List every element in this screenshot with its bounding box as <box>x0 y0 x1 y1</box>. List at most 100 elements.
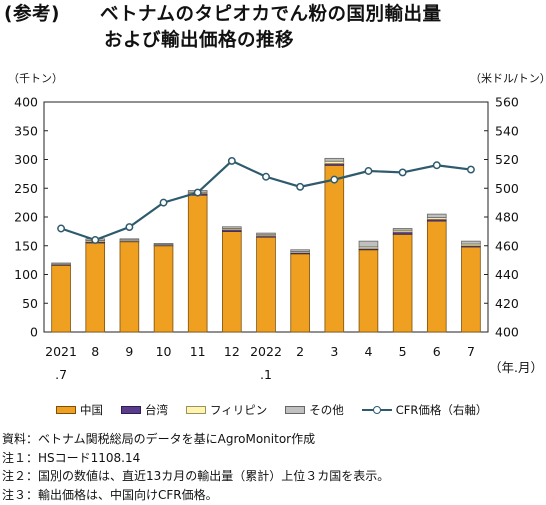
cfr-price-point <box>227 156 236 165</box>
x-tick-label: 7 <box>467 344 475 359</box>
bar-other <box>358 240 379 248</box>
x-tick-label: 8 <box>91 344 99 359</box>
legend-item-other: その他 <box>285 402 344 418</box>
x-tick-label: 2 <box>296 344 304 359</box>
legend-item-cfr: CFR価格（右軸） <box>361 402 488 418</box>
note-2: 注２：国別の数値は、直近13カ月の輸出量（累計）上位３カ国を表示。 <box>2 469 390 483</box>
x-tick-label: 10 <box>156 344 172 359</box>
bar-china <box>290 253 310 333</box>
bar-other <box>392 228 413 231</box>
title-line-2: および輸出価格の推移 <box>104 30 295 51</box>
cfr-price-point <box>398 168 407 177</box>
x-axis-unit-label: （年.月） <box>489 360 543 375</box>
bar-other <box>426 213 447 218</box>
x-tick-label: 2022 <box>250 344 282 359</box>
x-tick-label: 11 <box>190 344 206 359</box>
chart-plot: 0 50 100 150 200 250 300 350 400 400 420 440 460 480 5… <box>14 95 543 383</box>
cfr-price-point <box>364 167 373 175</box>
bar-china <box>222 230 242 333</box>
x-tick-label: 6 <box>433 344 441 359</box>
chart-title: (参考) ベトナムのタピオカでん粉の国別輸出量 および輸出価格の推移 <box>4 2 544 54</box>
x-tick-label: 2021 <box>45 344 77 359</box>
right-axis-unit: （米ドル/トン） <box>470 72 546 85</box>
notes: 資料：ベトナム関税総局のデータを基にAgroMonitor作成 注１：HSコード… <box>2 430 544 504</box>
bar-other <box>153 243 174 245</box>
cfr-price-point <box>466 165 475 174</box>
bar-china <box>51 264 71 333</box>
bar-china <box>461 246 481 333</box>
x-tick-label-sub: .7 <box>55 367 67 382</box>
y-left-tick-label: 350 <box>14 123 38 138</box>
x-tick-label-sub: .1 <box>260 367 272 382</box>
legend-label-cfr: CFR価格（右軸） <box>395 403 488 417</box>
cfr-price-point <box>296 182 305 191</box>
y-left-tick-label: 250 <box>14 181 38 196</box>
title-label: (参考) <box>4 4 60 25</box>
x-tick-label: 12 <box>224 344 240 359</box>
legend-item-taiwan: 台湾 <box>121 402 168 418</box>
y-left-tick-label: 400 <box>14 95 38 110</box>
legend-label-china: 中国 <box>80 403 103 417</box>
legend-label-taiwan: 台湾 <box>145 403 168 417</box>
x-tick-label: 5 <box>399 344 407 359</box>
y-right-tick-label: 540 <box>495 123 519 138</box>
bar-china <box>392 233 413 333</box>
legend-item-philippines: フィリピン <box>186 402 267 418</box>
bar-other <box>290 249 310 252</box>
cfr-price-point <box>125 223 134 232</box>
left-axis-unit: （千トン） <box>8 72 63 85</box>
legend-swatch-china <box>56 406 76 414</box>
x-tick-label: 4 <box>364 344 372 359</box>
bar-other <box>51 262 71 265</box>
note-1: 注１：HSコード1108.14 <box>2 450 141 465</box>
legend-item-china: 中国 <box>56 402 103 418</box>
y-right-tick-label: 400 <box>495 325 519 340</box>
bar-china <box>256 236 276 333</box>
note-3: 注３：輸出価格は、中国向けCFR価格。 <box>2 487 218 502</box>
legend-swatch-taiwan <box>121 406 141 414</box>
bar-china <box>119 241 140 333</box>
cfr-price-point <box>57 224 66 233</box>
y-left-tick-label: 100 <box>14 267 38 282</box>
cfr-price-point <box>330 175 339 184</box>
title-main: ベトナムのタピオカでん粉の国別輸出量 <box>100 4 442 25</box>
bar-china <box>426 220 447 333</box>
cfr-price-point <box>262 172 270 181</box>
bar-china <box>85 242 106 333</box>
cfr-price-point <box>159 198 168 207</box>
y-left-tick-label: 50 <box>22 296 38 311</box>
legend: 中国 台湾 フィリピン その他 CFR価格（右軸） <box>56 402 505 418</box>
y-right-tick-label: 500 <box>495 181 519 196</box>
y-right-tick-label: 420 <box>495 296 519 311</box>
y-right-tick-label: 520 <box>495 152 519 167</box>
cfr-price-point <box>91 236 100 244</box>
legend-line-key-cfr <box>361 405 392 415</box>
bar-china <box>153 245 174 333</box>
legend-swatch-other <box>285 406 306 414</box>
legend-label-philippines: フィリピン <box>210 403 268 417</box>
y-left-tick-label: 150 <box>14 238 38 253</box>
bar-china <box>187 194 208 333</box>
bar-china <box>358 249 379 333</box>
bar-other <box>119 238 140 241</box>
y-right-tick-label: 480 <box>495 210 519 225</box>
bar-other <box>461 240 481 245</box>
bar-other <box>324 157 345 162</box>
legend-swatch-philippines <box>186 406 206 414</box>
title-line-1: (参考) ベトナムのタピオカでん粉の国別輸出量 <box>4 2 544 28</box>
y-left-tick-label: 200 <box>14 210 38 225</box>
y-right-tick-label: 440 <box>495 267 519 282</box>
y-right-tick-label: 460 <box>495 238 519 253</box>
legend-label-other: その他 <box>309 403 344 417</box>
y-left-tick-label: 0 <box>30 325 38 340</box>
y-left-tick-label: 300 <box>14 152 38 167</box>
cfr-price-point <box>193 188 202 197</box>
x-tick-label: 9 <box>125 344 133 359</box>
cfr-price-point <box>432 161 441 170</box>
y-right-tick-label: 560 <box>495 95 519 110</box>
bar-other <box>256 232 276 236</box>
note-source: 資料：ベトナム関税総局のデータを基にAgroMonitor作成 <box>2 432 316 446</box>
x-tick-label: 3 <box>330 344 338 359</box>
bar-china <box>324 164 345 333</box>
bar-other <box>222 226 242 229</box>
